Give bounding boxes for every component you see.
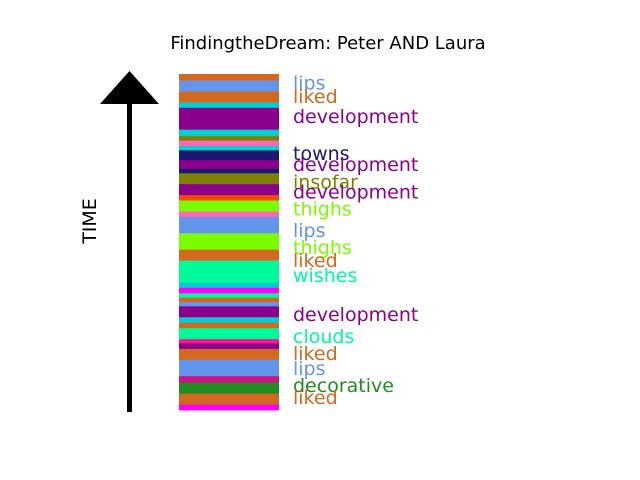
stripe-28	[179, 322, 279, 329]
stripe-10	[179, 160, 279, 170]
stripe-34	[179, 376, 279, 384]
stripe-30	[179, 339, 279, 344]
stripe-5	[179, 129, 279, 137]
stripe-27	[179, 317, 279, 324]
stripe-26	[179, 306, 279, 318]
stripe-7	[179, 140, 279, 147]
stripe-9	[179, 150, 279, 161]
stripe-33	[179, 359, 279, 377]
word-label-0: lips	[293, 72, 326, 94]
word-label-14: liked	[293, 343, 338, 365]
stripe-12	[179, 173, 279, 185]
word-labels: lipslikeddevelopmenttownsdevelopmentinso…	[293, 72, 418, 409]
stripe-35	[179, 382, 279, 395]
stripe-32	[179, 348, 279, 361]
word-label-1: liked	[293, 86, 338, 108]
stripe-17	[179, 216, 279, 234]
stripe-19	[179, 249, 279, 261]
stripe-36	[179, 393, 279, 405]
stripe-21	[179, 282, 279, 289]
stripe-4	[179, 107, 279, 131]
word-label-2: development	[293, 106, 418, 128]
stripe-1	[179, 80, 279, 92]
stripe-6	[179, 136, 279, 141]
word-label-11: wishes	[293, 265, 357, 287]
word-label-6: development	[293, 182, 418, 204]
word-label-9: thighs	[293, 237, 352, 259]
stripe-2	[179, 91, 279, 103]
stripe-8	[179, 146, 279, 151]
stripe-3	[179, 102, 279, 109]
word-label-4: development	[293, 154, 418, 176]
word-label-16: decorative	[293, 375, 394, 397]
time-axis-label: TIME	[79, 198, 101, 245]
time-arrow-head-icon	[100, 71, 159, 104]
word-label-15: lips	[293, 358, 326, 380]
word-label-17: liked	[293, 387, 338, 409]
stripe-11	[179, 168, 279, 174]
word-label-13: clouds	[293, 326, 354, 348]
word-label-10: liked	[293, 250, 338, 272]
stripe-31	[179, 343, 279, 350]
stripe-23	[179, 293, 279, 299]
stripe-16	[179, 211, 279, 218]
stripe-24	[179, 297, 279, 303]
word-label-3: towns	[293, 143, 350, 165]
word-label-5: insofar	[293, 172, 358, 194]
stripe-37	[179, 404, 279, 411]
stripe-stack	[179, 74, 279, 411]
word-label-7: thighs	[293, 198, 352, 220]
stripe-0	[179, 74, 279, 81]
word-label-8: lips	[293, 220, 326, 242]
stripe-29	[179, 328, 279, 340]
chart-title: FindingtheDream: Peter AND Laura	[170, 33, 485, 54]
stripe-25	[179, 302, 279, 307]
stripe-18	[179, 233, 279, 251]
stripe-14	[179, 195, 279, 201]
stripe-22	[179, 287, 279, 294]
stripe-13	[179, 184, 279, 196]
stripe-15	[179, 200, 279, 212]
stripe-20	[179, 260, 279, 283]
word-label-12: development	[293, 304, 418, 326]
